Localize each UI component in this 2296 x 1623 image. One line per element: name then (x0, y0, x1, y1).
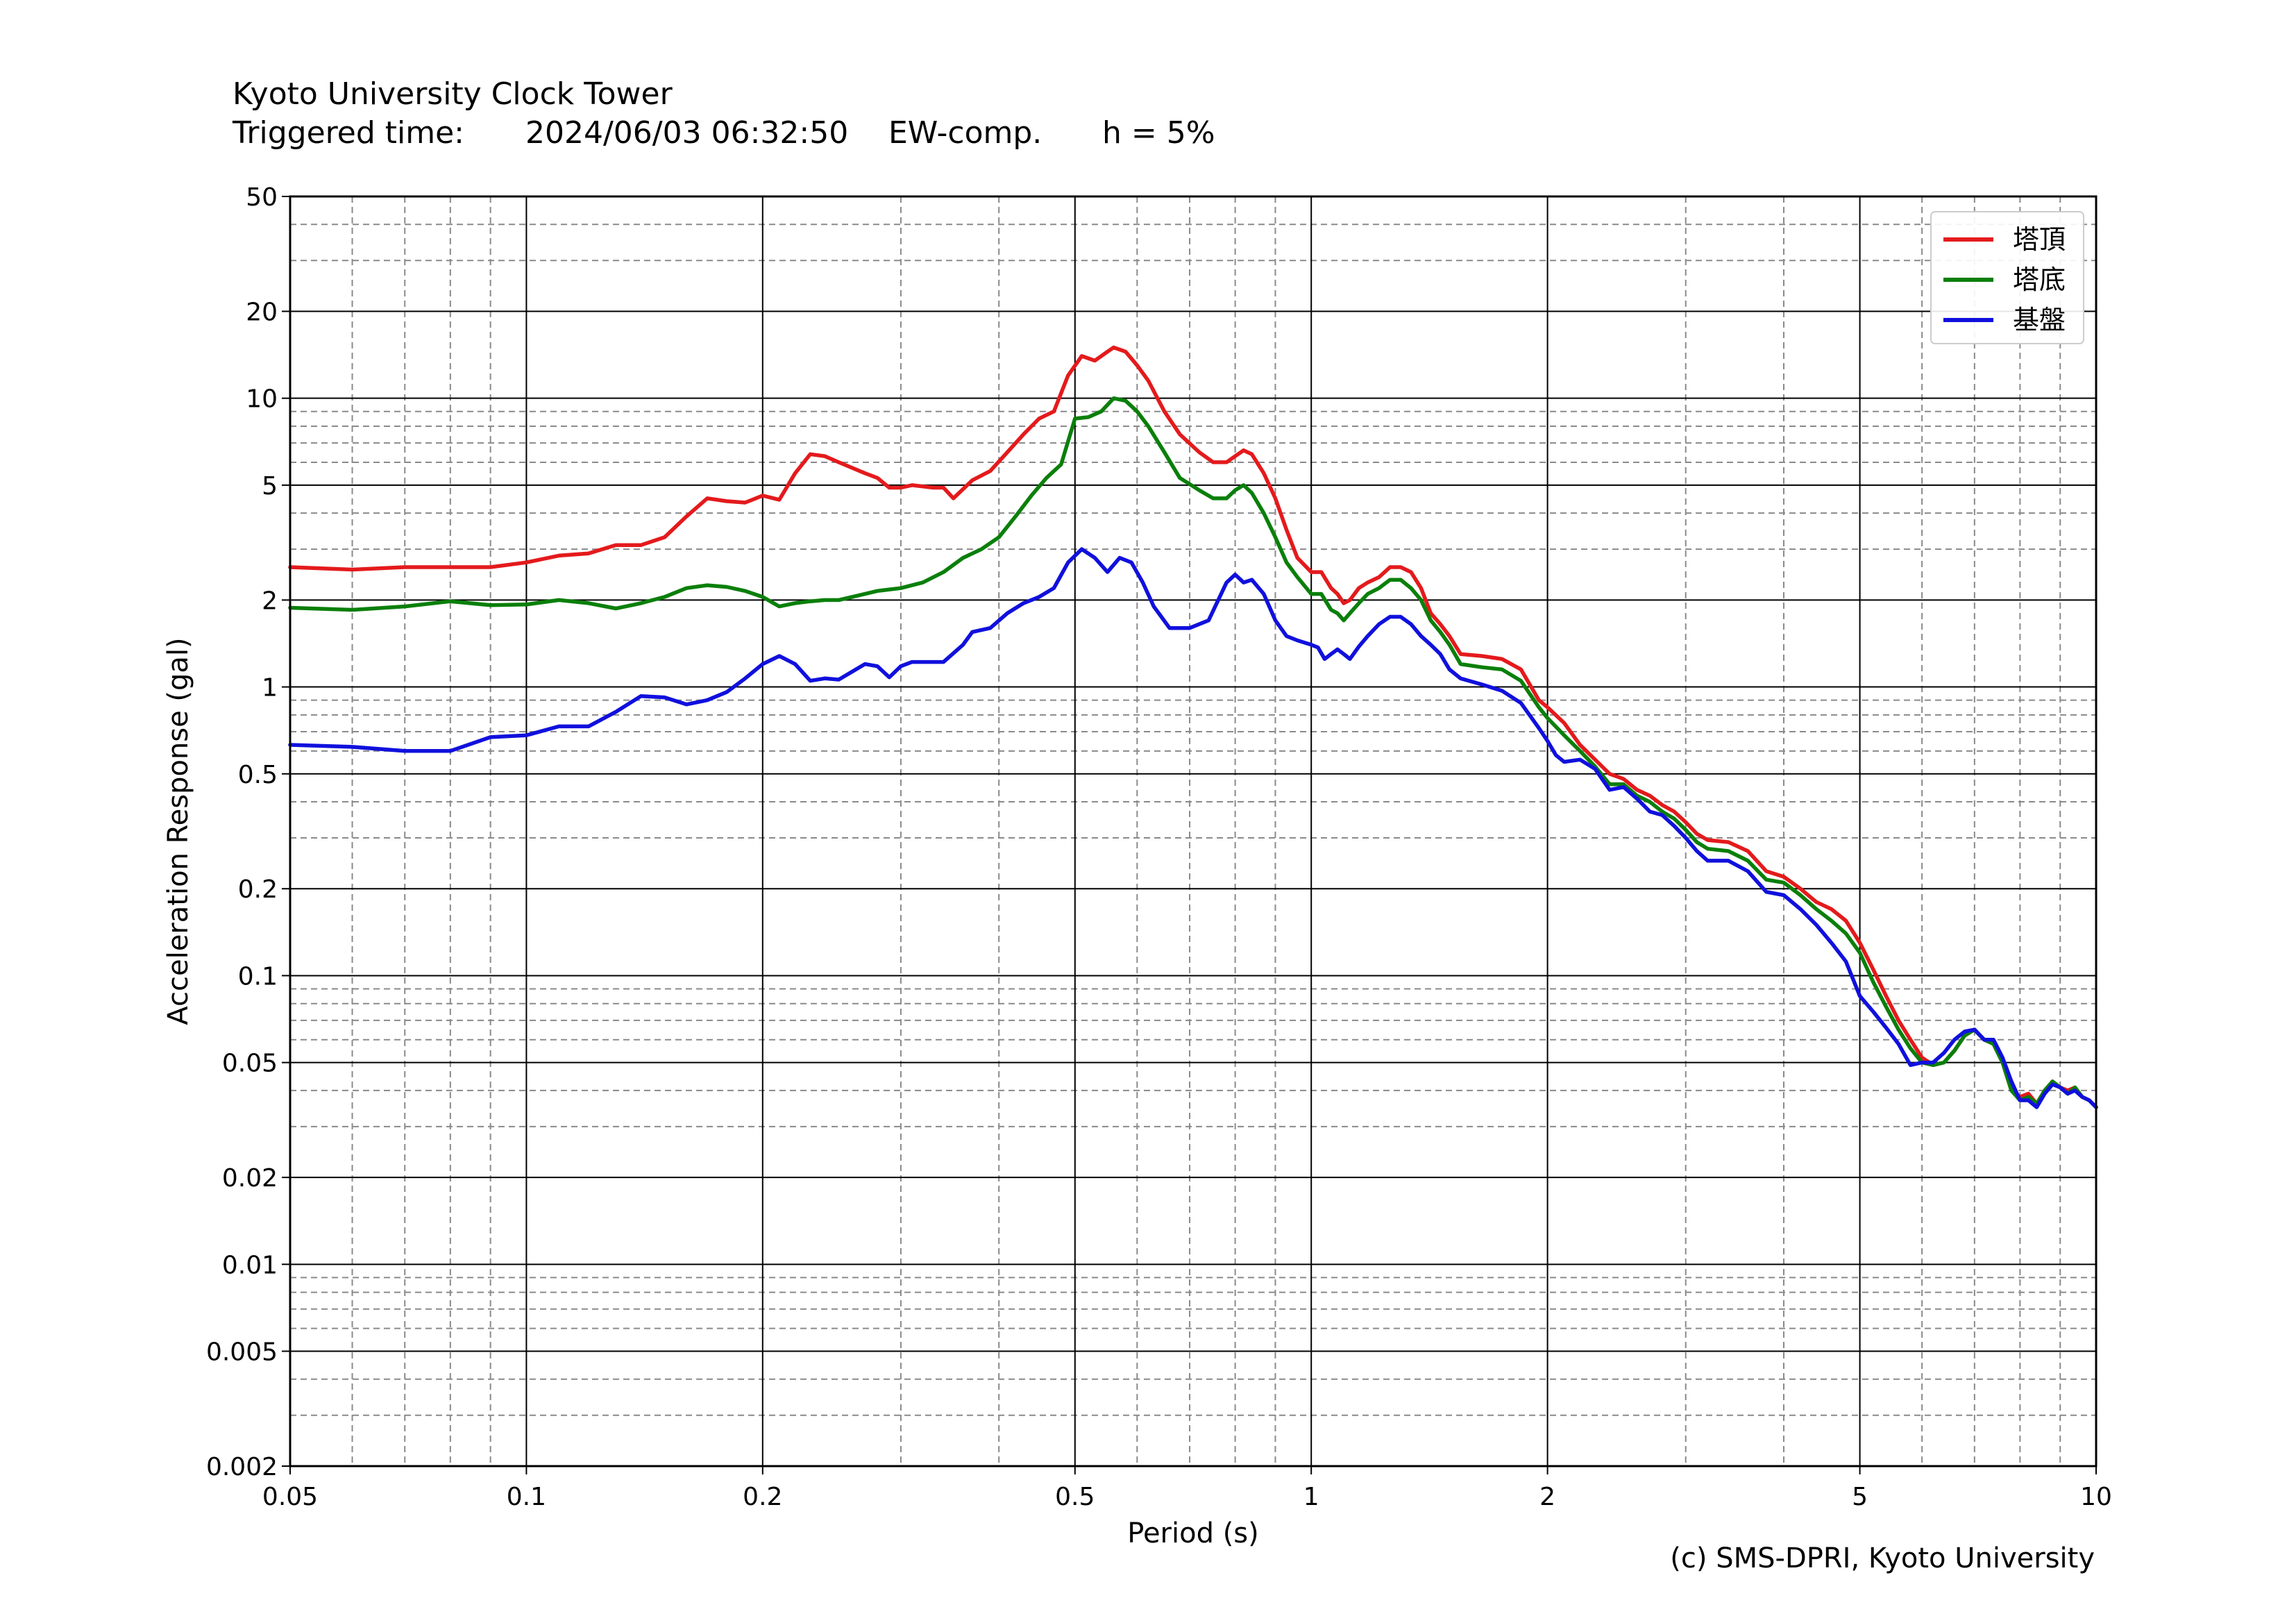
header-info-row: Triggered time: 2024/06/03 06:32:50 EW-c… (233, 114, 1215, 153)
major-grid (289, 196, 2097, 1467)
y-tick-label: 50 (246, 183, 278, 212)
minor-grid (290, 196, 2096, 1466)
plot-frame (289, 195, 2097, 1468)
series-line (288, 547, 2098, 1109)
y-tick-label: 10 (246, 385, 278, 414)
x-axis-label: Period (s) (1127, 1517, 1259, 1549)
y-tick-label: 0.2 (238, 875, 278, 904)
series-line (288, 396, 2098, 1109)
y-tick-label: 0.002 (206, 1453, 278, 1481)
legend-entry: 塔底 (2013, 264, 2066, 295)
legend-entry: 基盤 (2013, 305, 2066, 335)
legend-box (1930, 211, 2084, 344)
chart-title: Kyoto University Clock Tower (233, 76, 673, 112)
y-tick-label: 2 (262, 587, 278, 615)
y-tick-label: 0.05 (222, 1050, 278, 1078)
x-tick-label: 0.1 (507, 1483, 546, 1511)
y-tick-label: 0.5 (238, 761, 278, 789)
component-label: EW-comp. (888, 115, 1043, 151)
chart-header: Kyoto University Clock Tower Triggered t… (233, 75, 1215, 153)
y-tick-label: 20 (246, 298, 278, 326)
y-axis-ticks: 0.002 0.005 0.01 0.02 0.05 0.1 0.2 0.5 1 2 5 10 20 50 (206, 183, 290, 1481)
x-tick-label: 2 (1539, 1483, 1555, 1511)
x-tick-label: 0.5 (1055, 1483, 1095, 1511)
legend-entry: 塔頂 (2013, 224, 2066, 255)
x-tick-label: 5 (1852, 1483, 1868, 1511)
damping-label: h = 5% (1102, 115, 1215, 151)
x-tick-label: 0.2 (743, 1483, 782, 1511)
x-tick-label: 1 (1303, 1483, 1319, 1511)
y-tick-label: 0.02 (222, 1164, 278, 1193)
y-tick-label: 0.005 (206, 1338, 278, 1367)
triggered-label: Triggered time: (233, 115, 464, 151)
y-tick-label: 5 (262, 472, 278, 501)
y-axis-label: Acceleration Response (gal) (162, 637, 194, 1025)
y-tick-label: 0.1 (238, 962, 278, 991)
y-tick-label: 1 (262, 674, 278, 703)
x-tick-label: 0.05 (262, 1483, 318, 1511)
x-axis-ticks: 0.05 0.1 0.2 0.5 1 2 5 10 (262, 1466, 2112, 1511)
triggered-value: 2024/06/03 06:32:50 (525, 115, 849, 151)
y-tick-label: 0.01 (222, 1251, 278, 1279)
series-layer (288, 345, 2098, 1109)
series-line (288, 345, 2098, 1109)
copyright-credit: (c) SMS-DPRI, Kyoto University (1670, 1542, 2095, 1574)
x-tick-label: 10 (2080, 1483, 2112, 1511)
